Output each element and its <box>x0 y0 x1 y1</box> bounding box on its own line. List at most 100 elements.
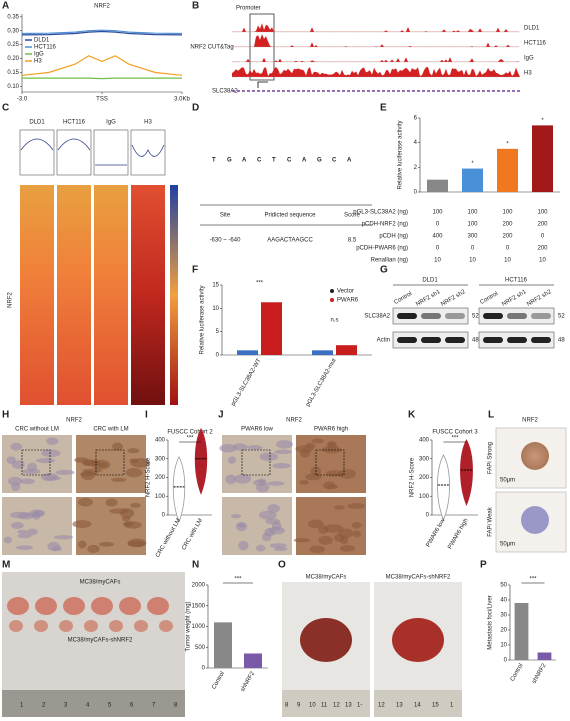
band <box>397 313 417 319</box>
tissue <box>269 543 287 549</box>
y-tick-label: 1000 <box>192 624 206 630</box>
annotation: *** <box>186 436 194 442</box>
heatmap-column: DLD1 <box>29 120 45 126</box>
panel-letter: C <box>2 103 9 114</box>
table-cell: -630 ~ -640 <box>210 238 242 244</box>
tumor <box>59 620 73 632</box>
x-tick-label: Control <box>510 663 525 683</box>
panel-letter: M <box>2 560 10 571</box>
tumor <box>109 620 123 632</box>
y-axis-label: Tumor weight (mg) <box>186 601 192 651</box>
table-cell: 100 <box>467 210 478 216</box>
table-cell: 0 <box>506 246 510 252</box>
ruler-number: 11 <box>321 703 328 709</box>
tumor <box>84 620 98 632</box>
tissue <box>234 474 252 484</box>
heatmap-column-fill <box>94 185 128 405</box>
tissue <box>27 462 38 472</box>
legend-label: IgG <box>34 52 44 58</box>
line <box>21 55 183 76</box>
group-label: FAPi Strong <box>488 442 494 474</box>
tissue <box>77 540 87 549</box>
zoom-box <box>95 449 125 476</box>
bar <box>244 653 262 668</box>
table-cell: 10 <box>434 258 441 264</box>
tissue <box>318 535 333 546</box>
lane-label: NRF2 sh2 <box>526 289 553 308</box>
profile-box <box>56 129 92 176</box>
track-name: DLD1 <box>524 26 540 32</box>
table-cell: 0 <box>436 222 440 228</box>
logo-letter: A <box>302 158 307 164</box>
y-axis-label: NRF2 H-Score <box>410 457 416 497</box>
tissue <box>51 546 63 552</box>
bar <box>514 603 529 660</box>
tissue <box>15 545 34 550</box>
blot-group: HCT116 <box>505 278 528 284</box>
logo-letter: G <box>227 158 232 164</box>
x-tick-label: pGL3-SLC38A2-WT <box>231 357 263 407</box>
lane-label: NRF2 sh1 <box>501 289 528 308</box>
annotation: * <box>541 118 544 124</box>
tissue <box>127 448 140 454</box>
y-tick-label: 10 <box>212 306 219 312</box>
tissue <box>253 479 267 486</box>
x-tick-label: Control <box>211 671 226 691</box>
y-tick-label: 40 <box>500 598 507 604</box>
bar <box>261 302 282 355</box>
tissue <box>219 443 237 453</box>
table-cell: 100 <box>467 222 478 228</box>
scale-bar: 50μm <box>500 478 515 484</box>
tissue <box>274 449 292 455</box>
tumor <box>63 597 85 615</box>
x-tick-label: 3.0Kb <box>174 97 190 103</box>
band <box>507 337 527 343</box>
tissue <box>258 510 277 520</box>
table-cell: 200 <box>502 222 513 228</box>
tissue <box>267 504 280 513</box>
tissue <box>293 538 311 543</box>
table-header: Site <box>220 213 231 219</box>
table-cell: 10 <box>539 258 546 264</box>
panel-letter: G <box>380 265 388 276</box>
zoom-box <box>21 449 51 476</box>
bar <box>427 179 448 192</box>
annotation: *** <box>529 577 537 583</box>
tumor <box>9 620 23 632</box>
tumor <box>134 620 148 632</box>
tissue <box>105 498 118 507</box>
tissue <box>238 540 249 551</box>
tissue <box>46 437 59 445</box>
legend-label: H3 <box>34 59 42 65</box>
table-cell: 100 <box>502 210 513 216</box>
tissue <box>247 445 263 450</box>
axis <box>21 14 182 93</box>
track <box>232 57 520 62</box>
annotation: *** <box>234 577 242 583</box>
band <box>483 313 503 319</box>
y-tick-label: 0.35 <box>7 14 19 20</box>
tissue <box>129 458 139 463</box>
tumor <box>35 597 57 615</box>
x-tick-label: CRC without LM <box>155 518 182 559</box>
tissue <box>125 467 143 478</box>
group-label: CRC with LM <box>93 427 128 433</box>
y-tick-label: 0 <box>414 190 418 196</box>
tissue <box>347 502 365 510</box>
y-tick-label: 0 <box>216 353 220 359</box>
tissue <box>326 470 344 478</box>
table-cell: 8.5 <box>348 238 357 244</box>
legend-swatch <box>330 289 334 293</box>
heatmap-column: IgG <box>106 120 116 126</box>
table-header: Score <box>344 213 360 219</box>
profile <box>131 144 165 157</box>
ruler <box>282 690 370 717</box>
tumor <box>147 597 169 615</box>
tissue <box>326 441 337 451</box>
heatmap-column-fill <box>57 185 91 405</box>
panel-letter: E <box>380 103 387 114</box>
chart-title: NRF2 <box>94 4 110 10</box>
heatmap-row-label: NRF2 <box>8 292 14 308</box>
ruler-number: 9 <box>297 703 301 709</box>
tissue <box>299 479 309 485</box>
